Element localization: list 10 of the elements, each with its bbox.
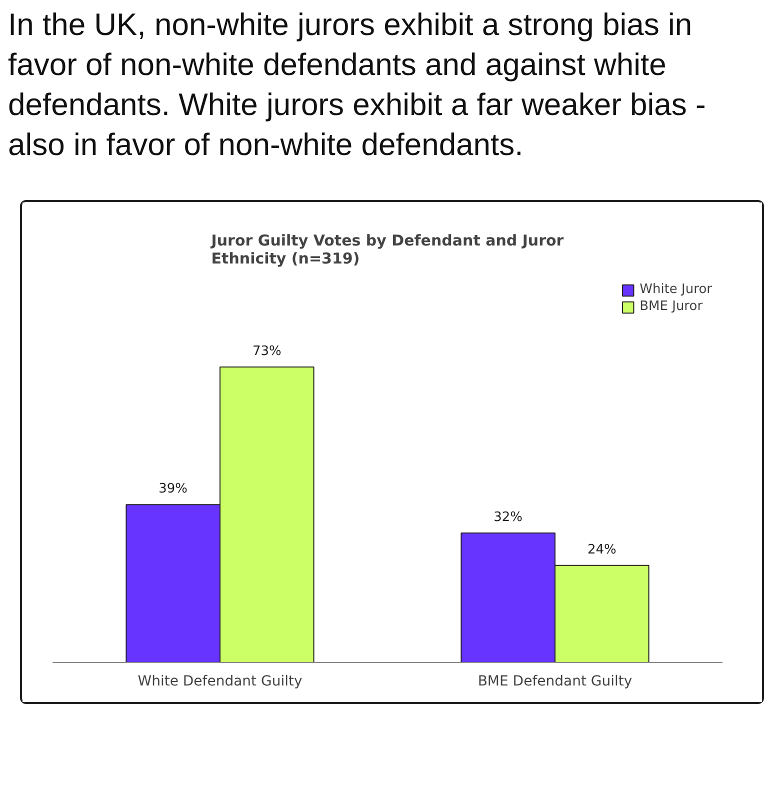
text: In the UK, non-white jurors exhibit a strong bias in favor of non-white defendants and against white defendants. White jurors exhibit a far weaker bias - also in favor of non-white defendants. xyxy=(8,6,707,164)
x-tick-label: White Defendant Guilty xyxy=(138,674,302,690)
legend-label: White Juror xyxy=(640,282,712,297)
x-tick-label: BME Defendant Guilty xyxy=(478,674,632,690)
data-label: 32% xyxy=(494,510,523,525)
data-label: 39% xyxy=(158,482,188,497)
data-label: 24% xyxy=(587,542,616,558)
legend-label: BME Juror xyxy=(640,299,703,314)
chart-title: Juror Guilty Votes by Defendant and Juror Ethnicity (n=319) xyxy=(210,232,564,268)
data-label: 73% xyxy=(252,344,282,360)
